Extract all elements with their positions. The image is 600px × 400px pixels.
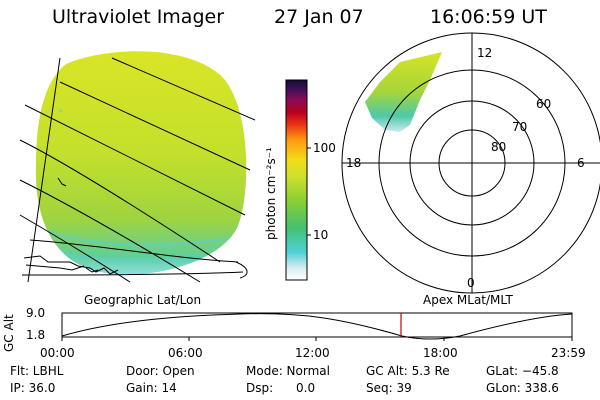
- lat-label-60: 60: [536, 97, 552, 111]
- mlt-label-left: 18: [346, 156, 362, 170]
- geographic-grid: [19, 57, 256, 283]
- info-dsp: Dsp: 0.0: [246, 381, 316, 395]
- time-tick-1800: 18:00: [423, 346, 458, 360]
- info-glon: GLon: 338.6: [486, 381, 559, 395]
- colorbar-tick-10: 10: [313, 228, 329, 242]
- info-gc-alt: GC Alt: 5.3 Re: [366, 364, 450, 378]
- time-tick-2359: 23:59: [551, 346, 586, 360]
- mlt-label-bottom: 0: [467, 276, 475, 290]
- alt-tick-low: 1.8: [26, 328, 46, 342]
- info-gain: Gain: 14: [126, 381, 177, 395]
- info-ip: IP: 36.0: [10, 381, 56, 395]
- apex-caption: Apex MLat/MLT: [423, 293, 513, 307]
- time-tick-0000: 00:00: [40, 346, 75, 360]
- info-filter: Flt: LBHL: [10, 364, 64, 378]
- info-mode: Mode: Normal: [246, 364, 330, 378]
- polar-grid: [341, 32, 600, 294]
- geographic-caption: Geographic Lat/Lon: [84, 293, 202, 307]
- instrument-title: Ultraviolet Imager: [52, 6, 225, 28]
- info-door: Door: Open: [126, 364, 195, 378]
- gc-alt-axis-label: GC Alt: [2, 314, 16, 352]
- time-tick-0600: 06:00: [168, 346, 203, 360]
- mlt-label-top: 12: [477, 46, 493, 60]
- colorbar: [285, 79, 311, 281]
- polar-aurora-image: [365, 52, 442, 132]
- coastline: [23, 177, 119, 275]
- info-seq: Seq: 39: [366, 381, 412, 395]
- observation-time: 16:06:59 UT: [430, 6, 547, 28]
- mlt-label-right: 6: [577, 156, 585, 170]
- lat-label-80: 80: [491, 140, 507, 154]
- observation-date: 27 Jan 07: [274, 6, 364, 28]
- colorbar-unit-label: photon cm⁻²s⁻¹: [264, 147, 278, 240]
- lat-label-70: 70: [512, 120, 528, 134]
- alt-tick-high: 9.0: [26, 306, 46, 320]
- info-glat: GLat: −45.8: [486, 364, 559, 378]
- altitude-plot: [61, 312, 573, 341]
- colorbar-tick-100: 100: [313, 141, 336, 155]
- time-tick-1200: 12:00: [295, 346, 330, 360]
